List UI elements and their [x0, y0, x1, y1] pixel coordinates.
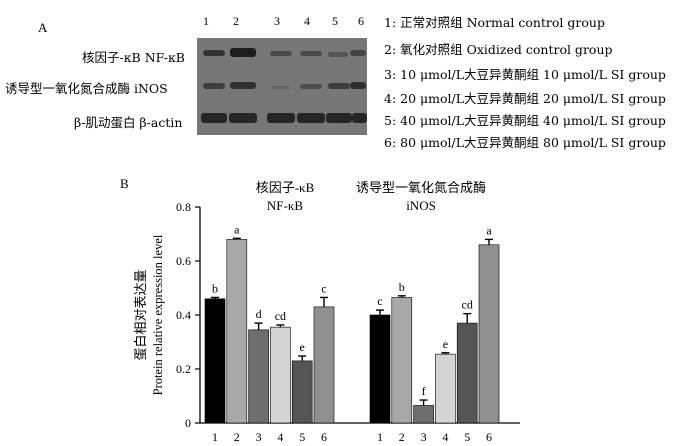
- x-tick-label: 3: [256, 430, 262, 444]
- bar-1-5: [291, 360, 313, 424]
- x-tick-label: 2: [234, 430, 240, 444]
- band-inos-4: [300, 84, 322, 89]
- bar-2-5: [456, 322, 478, 424]
- group-title-en: iNOS: [406, 198, 436, 213]
- bar-1-2: [226, 239, 248, 424]
- bar-1-6: [313, 306, 335, 424]
- significance-letter: c: [321, 281, 326, 295]
- significance-letter: d: [256, 307, 262, 321]
- significance-letter: a: [234, 222, 240, 236]
- western-blot-image: [197, 38, 367, 135]
- x-tick-label: 3: [421, 430, 427, 444]
- bar-2-3: [413, 405, 434, 424]
- significance-letter: b: [399, 280, 405, 294]
- band-inos-5: [328, 83, 350, 89]
- band-actin-4: [297, 113, 325, 123]
- x-tick-label: 5: [464, 430, 470, 444]
- legend-item-1: 1: 正常对照组 Normal control group: [384, 15, 605, 30]
- lane-number-5: 5: [332, 14, 338, 28]
- legend-item-2: 2: 氧化对照组 Oxidized control group: [384, 42, 613, 57]
- bar-2-1: [369, 314, 391, 424]
- band-actin-6: [352, 113, 367, 123]
- x-tick-label: 4: [277, 430, 283, 444]
- y-tick-label: 0: [185, 416, 191, 430]
- significance-letter: f: [422, 384, 426, 398]
- significance-letter: c: [377, 294, 382, 308]
- band-actin-1: [201, 113, 227, 123]
- x-tick-label: 1: [377, 430, 383, 444]
- x-tick-label: 6: [321, 430, 327, 444]
- significance-letter: e: [300, 340, 305, 354]
- inos-blot-label: 诱导型一氧化氮合成酶 iNOS: [5, 81, 168, 96]
- x-tick-label: 1: [212, 430, 218, 444]
- band-nfkb-4: [300, 51, 322, 56]
- lane-number-4: 4: [304, 14, 310, 28]
- x-tick-label: 5: [299, 430, 305, 444]
- legend-item-6: 6: 80 μmol/L大豆异黄酮组 80 μmol/L SI group: [384, 135, 666, 150]
- band-nfkb-6: [350, 50, 366, 56]
- lane-number-6: 6: [358, 14, 364, 28]
- legend-item-3: 3: 10 μmol/L大豆异黄酮组 10 μmol/L SI group: [384, 67, 666, 82]
- significance-letter: cd: [275, 309, 286, 323]
- x-tick-label: 4: [442, 430, 448, 444]
- significance-letter: cd: [462, 298, 473, 312]
- band-actin-3: [267, 113, 295, 123]
- panel-a-label: A: [38, 20, 48, 35]
- y-tick-label: 0.6: [176, 254, 191, 268]
- x-tick-label: 2: [399, 430, 405, 444]
- bar-2-4: [435, 353, 456, 424]
- band-actin-5: [326, 113, 352, 123]
- bar-1-3: [248, 329, 269, 424]
- significance-letter: e: [443, 337, 448, 351]
- legend-item-4: 4: 20 μmol/L大豆异黄酮组 20 μmol/L SI group: [384, 91, 666, 106]
- band-nfkb-3: [270, 51, 292, 56]
- actin-blot-label: β-肌动蛋白 β-actin: [74, 115, 183, 130]
- band-inos-1: [203, 83, 225, 89]
- bar-2-2: [391, 297, 413, 424]
- legend-item-5: 5: 40 μmol/L大豆异黄酮组 40 μmol/L SI group: [384, 113, 666, 128]
- band-inos-6: [350, 82, 366, 89]
- y-tick-label: 0.4: [176, 308, 191, 322]
- lane-number-1: 1: [203, 14, 209, 28]
- bar-1-1: [204, 298, 226, 424]
- band-nfkb-2: [230, 48, 256, 57]
- group-title-en: NF-κB: [267, 198, 303, 213]
- significance-letter: a: [486, 223, 492, 237]
- y-tick-label: 0.8: [176, 200, 191, 214]
- lane-number-2: 2: [233, 14, 239, 28]
- y-axis-label-cn: 蛋白相对表达量: [133, 269, 148, 360]
- band-actin-2: [229, 113, 257, 123]
- nfkb-blot-label: 核因子-κB NF-κB: [82, 50, 185, 65]
- band-inos-3: [272, 86, 290, 89]
- band-inos-2: [230, 82, 256, 89]
- y-axis-label-en: Protein relative expression level: [151, 234, 165, 395]
- significance-letter: b: [212, 281, 218, 295]
- group-title-cn: 诱导型一氧化氮合成酶: [356, 180, 486, 195]
- bar-2-6: [478, 244, 500, 424]
- panel-b-label: B: [120, 176, 129, 191]
- band-nfkb-1: [203, 50, 225, 56]
- bar-1-4: [270, 326, 291, 424]
- y-tick-label: 0.2: [176, 362, 191, 376]
- group-title-cn: 核因子-κB: [256, 180, 315, 195]
- x-tick-label: 6: [486, 430, 492, 444]
- lane-number-3: 3: [274, 14, 280, 28]
- band-nfkb-5: [328, 52, 348, 57]
